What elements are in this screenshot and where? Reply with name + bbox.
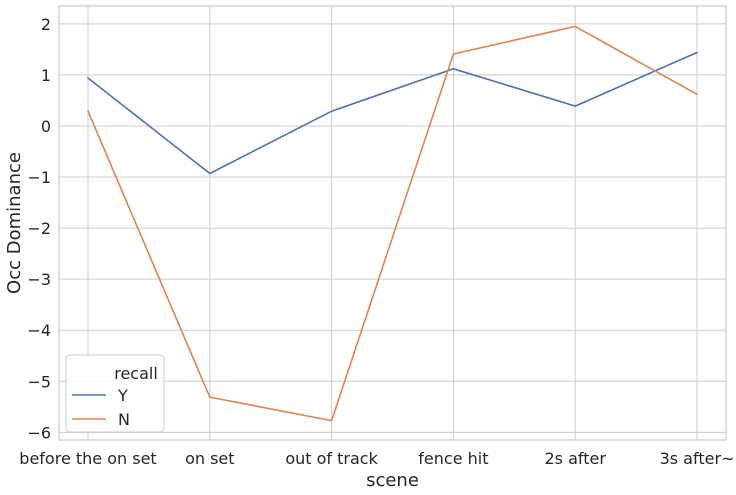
y-axis-label: Occ Dominance (4, 152, 25, 294)
x-tick-label: before the on set (19, 449, 156, 468)
y-tick-label: −1 (27, 168, 51, 187)
y-tick-label: 0 (41, 117, 51, 136)
series-line-N (87, 25, 698, 422)
legend-items: YN (72, 386, 130, 429)
y-tick-label: 2 (41, 15, 51, 34)
x-tick-label: out of track (285, 449, 378, 468)
x-tick-label: 3s after~ (660, 449, 735, 468)
series-layer (87, 25, 698, 422)
legend-title: recall (114, 364, 158, 383)
y-tick-label: −2 (27, 219, 51, 238)
plot-frame (58, 5, 727, 441)
y-tick-label: 1 (41, 66, 51, 85)
legend-label-N: N (118, 410, 130, 429)
series-line-Y (87, 51, 698, 175)
legend: recall YN (65, 354, 165, 433)
x-axis-label: scene (366, 470, 419, 491)
legend-label-Y: Y (117, 386, 128, 405)
y-tick-label: −3 (27, 270, 51, 289)
y-tick-label: −6 (27, 423, 51, 442)
grid (59, 6, 726, 440)
y-tick-labels: 2 1 0 −1 −2 −3 −4 −5 −6 (27, 15, 51, 442)
x-tick-labels: before the on set on set out of track fence… (19, 449, 734, 468)
y-tick-label: −4 (27, 321, 51, 340)
y-tick-label: −5 (27, 372, 51, 391)
x-tick-label: 2s after (544, 449, 606, 468)
x-tick-label: fence hit (418, 449, 488, 468)
x-tick-label: on set (185, 449, 234, 468)
legend-box (65, 354, 165, 433)
